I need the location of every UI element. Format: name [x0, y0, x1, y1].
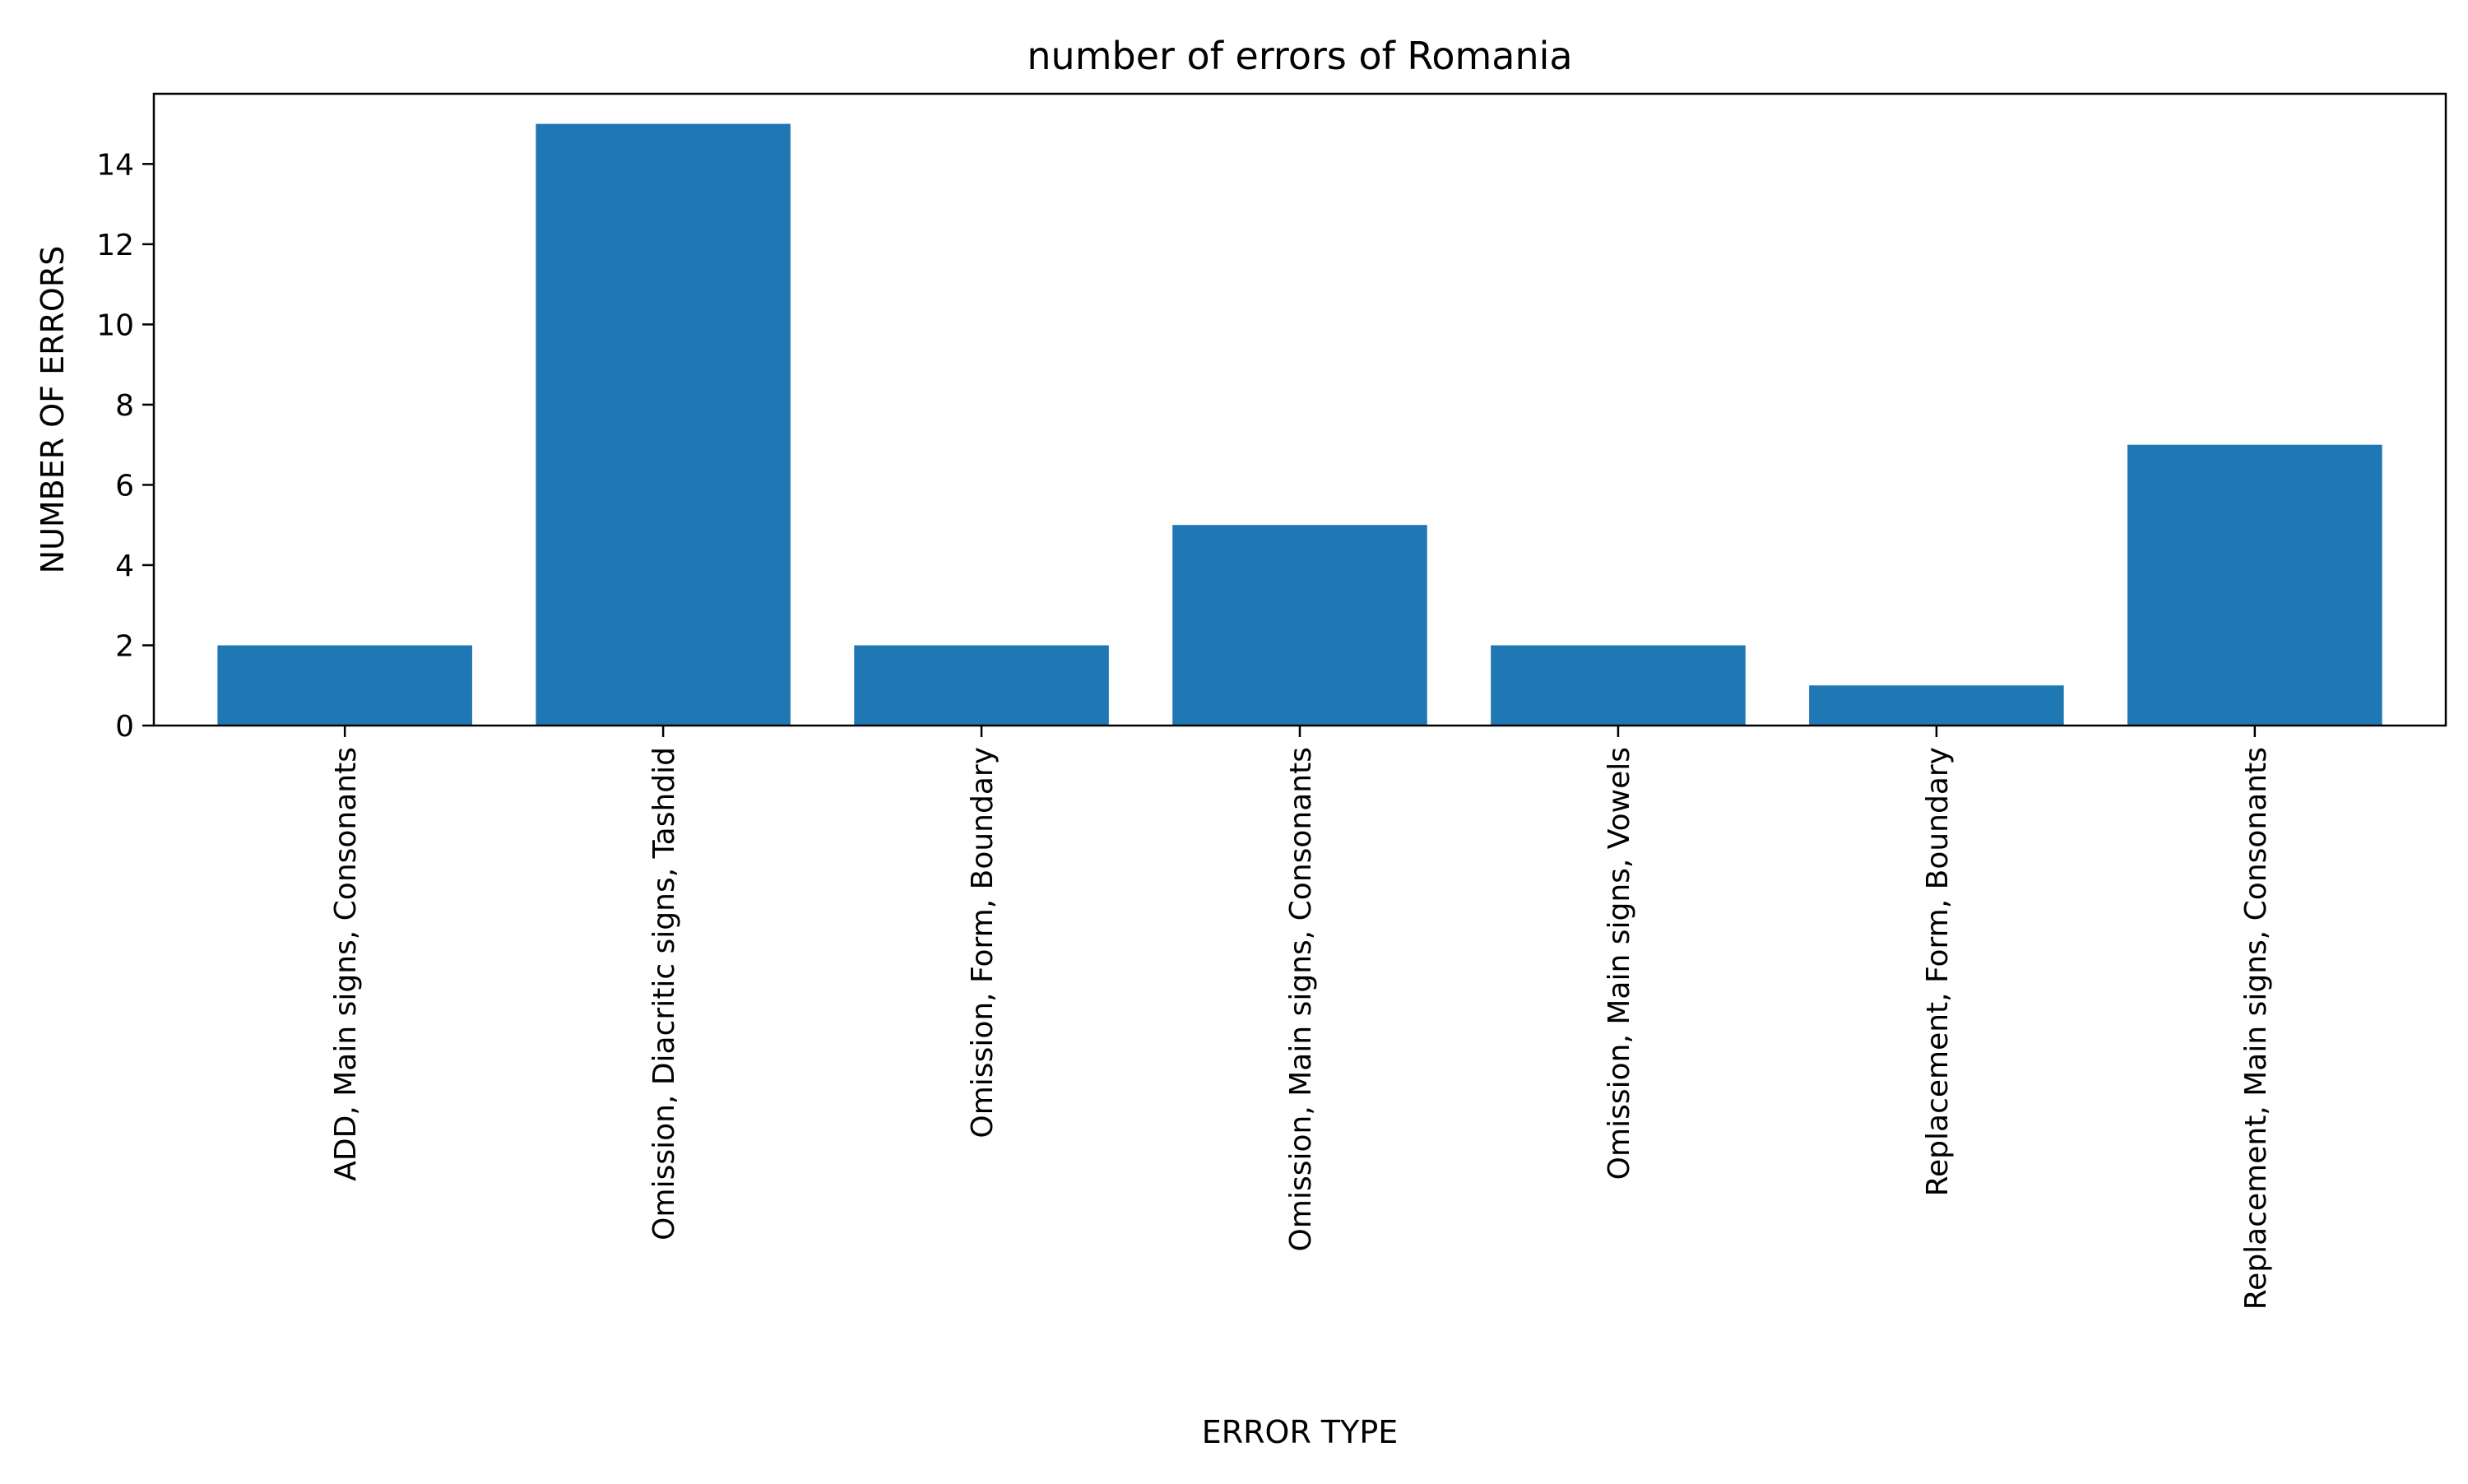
x-tick-label-1: Omission, Diacritic signs, Tashdid — [647, 747, 681, 1241]
bar-2 — [854, 645, 1109, 726]
bar-4 — [1491, 645, 1746, 726]
y-tick-label-1: 2 — [115, 629, 134, 663]
y-tick-label-0: 0 — [115, 710, 134, 744]
x-tick-label-5: Replacement, Form, Boundary — [1921, 747, 1955, 1196]
x-tick-label-0: ADD, Main signs, Consonants — [329, 747, 363, 1181]
x-axis: ADD, Main signs, Consonants Omission, Dia… — [329, 726, 2273, 1310]
x-axis-label: ERROR TYPE — [1202, 1414, 1399, 1450]
x-tick-label-2: Omission, Form, Boundary — [966, 747, 1000, 1139]
y-tick-label-2: 4 — [115, 550, 134, 583]
bar-1 — [536, 123, 791, 726]
y-axis-label: NUMBER OF ERRORS — [35, 246, 71, 574]
bar-3 — [1172, 525, 1427, 726]
y-axis: 0 2 4 6 8 10 12 14 — [96, 148, 154, 744]
y-tick-label-4: 8 — [115, 389, 134, 423]
bar-5 — [1809, 685, 2064, 726]
bar-6 — [2127, 444, 2382, 726]
y-tick-label-6: 12 — [96, 229, 134, 262]
chart-title: number of errors of Romania — [1027, 34, 1572, 78]
y-tick-label-5: 10 — [96, 308, 134, 342]
y-tick-label-3: 6 — [115, 469, 134, 503]
x-tick-label-3: Omission, Main signs, Consonants — [1284, 747, 1318, 1251]
bars-layer — [217, 123, 2382, 726]
bar-0 — [217, 645, 472, 726]
x-tick-label-6: Replacement, Main signs, Consonants — [2239, 747, 2273, 1310]
y-tick-label-7: 14 — [96, 148, 134, 182]
x-tick-label-4: Omission, Main signs, Vowels — [1603, 747, 1636, 1180]
plot-frame — [152, 92, 2447, 727]
